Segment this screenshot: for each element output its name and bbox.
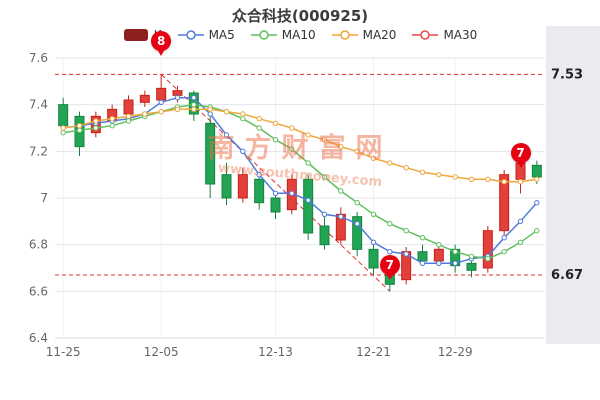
y-axis-label: 6.6: [29, 284, 48, 298]
reference-value-label: 6.67: [551, 268, 583, 283]
line-legend-icon: [412, 30, 439, 40]
candle: [433, 248, 444, 262]
y-axis-label: 7.6: [29, 51, 48, 65]
marker-badge: 7: [510, 142, 531, 168]
candle: [319, 225, 330, 246]
candle: [123, 99, 134, 115]
reference-line: 7.53: [55, 67, 583, 82]
candle: [172, 90, 183, 96]
x-axis-label: 12-13: [258, 345, 293, 359]
candle: [482, 230, 493, 269]
candlestick-legend-icon: [123, 29, 148, 41]
legend-item-MA20[interactable]: MA20: [331, 28, 397, 42]
y-axis-label: 6.4: [29, 331, 48, 345]
axis-labels: 6.4 6.6 6.8 7 7.2 7.4 7.6 11-25 12-05 12-13 12-21 1…: [29, 51, 473, 359]
x-axis-label: 12-05: [144, 345, 179, 359]
y-axis-label: 7.4: [29, 98, 48, 112]
x-axis-label: 12-21: [356, 345, 391, 359]
y-axis-label: 7.2: [29, 144, 48, 158]
ma-line-MA20: [60, 106, 540, 185]
right-panel: [546, 26, 600, 344]
legend-label: MA20: [362, 28, 397, 42]
ma-line-MA10: [60, 102, 540, 262]
line-legend-icon: [177, 30, 204, 40]
page-title: 众合科技(000925): [231, 7, 369, 25]
legend-item-MA30[interactable]: MA30: [412, 28, 477, 42]
candle: [58, 104, 69, 127]
candle: [156, 87, 167, 101]
x-axis-label: 11-25: [46, 345, 81, 359]
candle: [139, 94, 150, 103]
candle: [352, 216, 363, 250]
candle: [531, 164, 542, 178]
marker-badge: 8: [151, 30, 172, 56]
legend: KMA5MA10MA20MA30: [0, 28, 600, 42]
candle: [254, 178, 265, 204]
candle: [270, 197, 281, 213]
trend-line: [160, 73, 391, 292]
candle: [417, 251, 428, 262]
y-axis-label: 6.8: [29, 238, 48, 252]
candle: [466, 262, 477, 271]
y-axis-label: 7: [40, 191, 48, 205]
legend-label: MA10: [281, 28, 316, 42]
marker-badge: 7: [379, 254, 400, 280]
candle: [205, 122, 216, 185]
reference-value-label: 7.53: [551, 67, 583, 82]
line-legend-icon: [250, 30, 277, 40]
candle: [499, 174, 510, 232]
legend-label: MA30: [443, 28, 478, 42]
candle: [237, 174, 248, 199]
candle: [368, 248, 379, 269]
legend-item-MA5[interactable]: MA5: [177, 28, 235, 42]
candle: [303, 178, 314, 234]
legend-label: MA5: [208, 28, 235, 42]
legend-item-MA10[interactable]: MA10: [250, 28, 316, 42]
candle: [221, 174, 232, 199]
reference-line: 6.67: [55, 268, 583, 283]
line-legend-icon: [331, 30, 358, 40]
ma-line-MA5: [60, 95, 540, 266]
x-axis-label: 12-29: [438, 345, 473, 359]
